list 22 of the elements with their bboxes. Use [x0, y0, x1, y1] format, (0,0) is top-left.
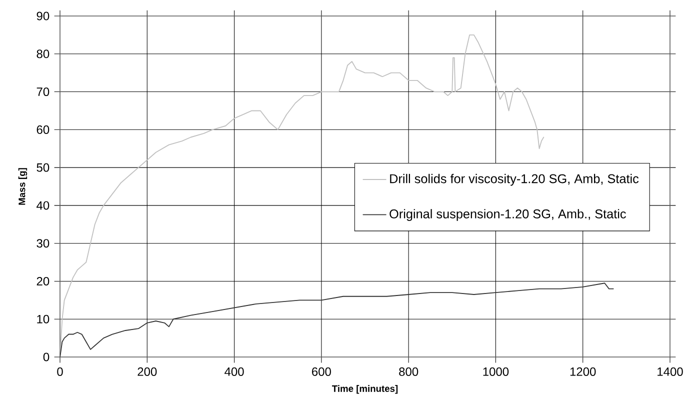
y-tick-label: 70	[36, 88, 50, 96]
x-tick-label: 200	[138, 367, 157, 376]
y-tick-label: 90	[36, 12, 50, 20]
x-tick-label: 400	[224, 367, 244, 376]
y-tick-label: 50	[36, 163, 50, 172]
x-axis-title: Time [minutes]	[332, 385, 398, 394]
x-tick-label: 600	[312, 367, 331, 376]
legend-label: Drill solids for viscosity-1.20 SG, Amb, Static	[390, 174, 639, 186]
x-tick-label: 800	[399, 367, 418, 376]
y-tick-label: 80	[36, 50, 50, 58]
legend-label: Original suspension-1.20 SG, Amb., Static	[390, 209, 626, 221]
y-tick-label: 0	[43, 352, 50, 362]
x-tick-label: 1200	[570, 367, 596, 376]
y-tick-label: 10	[37, 314, 50, 324]
y-tick-label: 40	[36, 201, 50, 210]
x-tick-label: 1000	[483, 367, 509, 376]
y-axis-title: Mass [g]	[18, 168, 28, 205]
y-tick-label: 30	[36, 239, 50, 248]
y-tick-label: 60	[36, 125, 50, 134]
y-tick-label: 20	[36, 276, 50, 286]
x-tick-label: 1400	[658, 367, 683, 376]
x-tick-label: 0	[57, 367, 63, 376]
